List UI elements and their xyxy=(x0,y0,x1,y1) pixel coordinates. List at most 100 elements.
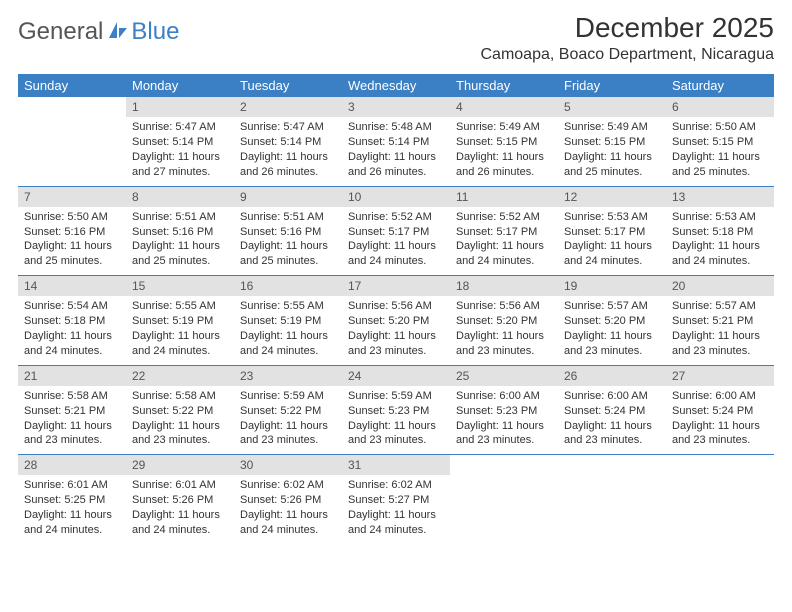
day-number: 22 xyxy=(126,366,234,386)
sunset-line: Sunset: 5:22 PM xyxy=(240,404,336,419)
daylight-line: Daylight: 11 hours and 25 minutes. xyxy=(240,239,336,269)
day-number: 3 xyxy=(342,97,450,117)
sunset-line: Sunset: 5:26 PM xyxy=(240,493,336,508)
sunset-line: Sunset: 5:22 PM xyxy=(132,404,228,419)
daylight-line: Daylight: 11 hours and 23 minutes. xyxy=(240,419,336,449)
calendar-cell: 27 Sunrise: 6:00 AMSunset: 5:24 PMDayligh… xyxy=(666,365,774,455)
sunset-line: Sunset: 5:24 PM xyxy=(564,404,660,419)
day-number: 17 xyxy=(342,276,450,296)
day-number: 8 xyxy=(126,187,234,207)
day-number: 30 xyxy=(234,455,342,475)
day-number: 14 xyxy=(18,276,126,296)
logo-text-blue: Blue xyxy=(131,18,179,46)
daylight-line: Daylight: 11 hours and 23 minutes. xyxy=(564,419,660,449)
sunrise-line: Sunrise: 5:59 AM xyxy=(240,389,336,404)
daylight-line: Daylight: 11 hours and 24 minutes. xyxy=(672,239,768,269)
calendar-cell: 31 Sunrise: 6:02 AMSunset: 5:27 PMDayligh… xyxy=(342,455,450,544)
calendar-cell xyxy=(558,455,666,544)
calendar-cell: 4Sunrise: 5:49 AMSunset: 5:15 PMDaylight… xyxy=(450,97,558,186)
logo-text-general: General xyxy=(18,18,103,46)
calendar-cell: 8Sunrise: 5:51 AMSunset: 5:16 PMDaylight… xyxy=(126,186,234,276)
sunrise-line: Sunrise: 5:49 AM xyxy=(564,120,660,135)
day-header: Wednesday xyxy=(342,74,450,97)
calendar-row: 21Sunrise: 5:58 AMSunset: 5:21 PMDayligh… xyxy=(18,365,774,455)
day-number: 13 xyxy=(666,187,774,207)
sunset-line: Sunset: 5:15 PM xyxy=(672,135,768,150)
daylight-line: Daylight: 11 hours and 24 minutes. xyxy=(24,329,120,359)
sunrise-line: Sunrise: 5:56 AM xyxy=(456,299,552,314)
daylight-line: Daylight: 11 hours and 25 minutes. xyxy=(564,150,660,180)
calendar-row: 28Sunrise: 6:01 AMSunset: 5:25 PMDayligh… xyxy=(18,455,774,544)
sunrise-line: Sunrise: 5:57 AM xyxy=(564,299,660,314)
sunset-line: Sunset: 5:16 PM xyxy=(240,225,336,240)
month-title: December 2025 xyxy=(481,12,775,44)
day-number: 25 xyxy=(450,366,558,386)
sunset-line: Sunset: 5:19 PM xyxy=(240,314,336,329)
calendar-body: 1Sunrise: 5:47 AMSunset: 5:14 PMDaylight… xyxy=(18,97,774,544)
day-number: 29 xyxy=(126,455,234,475)
sunset-line: Sunset: 5:23 PM xyxy=(348,404,444,419)
sunrise-line: Sunrise: 5:50 AM xyxy=(24,210,120,225)
sunrise-line: Sunrise: 6:00 AM xyxy=(564,389,660,404)
daylight-line: Daylight: 11 hours and 24 minutes. xyxy=(240,329,336,359)
sunset-line: Sunset: 5:27 PM xyxy=(348,493,444,508)
sunrise-line: Sunrise: 5:55 AM xyxy=(132,299,228,314)
calendar-cell: 15Sunrise: 5:55 AMSunset: 5:19 PMDayligh… xyxy=(126,276,234,366)
calendar-cell: 1Sunrise: 5:47 AMSunset: 5:14 PMDaylight… xyxy=(126,97,234,186)
day-number: 18 xyxy=(450,276,558,296)
day-number: 10 xyxy=(342,187,450,207)
daylight-line: Daylight: 11 hours and 27 minutes. xyxy=(132,150,228,180)
day-number: 5 xyxy=(558,97,666,117)
calendar-cell: 23Sunrise: 5:59 AMSunset: 5:22 PMDayligh… xyxy=(234,365,342,455)
calendar-cell: 28Sunrise: 6:01 AMSunset: 5:25 PMDayligh… xyxy=(18,455,126,544)
title-block: December 2025 Camoapa, Boaco Department,… xyxy=(481,12,775,64)
daylight-line: Daylight: 11 hours and 24 minutes. xyxy=(348,508,444,538)
sunset-line: Sunset: 5:25 PM xyxy=(24,493,120,508)
sunset-line: Sunset: 5:15 PM xyxy=(564,135,660,150)
calendar-cell: 25Sunrise: 6:00 AMSunset: 5:23 PMDayligh… xyxy=(450,365,558,455)
daylight-line: Daylight: 11 hours and 23 minutes. xyxy=(24,419,120,449)
daylight-line: Daylight: 11 hours and 26 minutes. xyxy=(456,150,552,180)
sunset-line: Sunset: 5:17 PM xyxy=(564,225,660,240)
calendar-cell: 29Sunrise: 6:01 AMSunset: 5:26 PMDayligh… xyxy=(126,455,234,544)
calendar-cell: 10Sunrise: 5:52 AMSunset: 5:17 PMDayligh… xyxy=(342,186,450,276)
sunrise-line: Sunrise: 5:55 AM xyxy=(240,299,336,314)
daylight-line: Daylight: 11 hours and 23 minutes. xyxy=(132,419,228,449)
daylight-line: Daylight: 11 hours and 25 minutes. xyxy=(132,239,228,269)
calendar-cell: 20Sunrise: 5:57 AMSunset: 5:21 PMDayligh… xyxy=(666,276,774,366)
day-number: 26 xyxy=(558,366,666,386)
sunrise-line: Sunrise: 5:47 AM xyxy=(132,120,228,135)
logo: General Blue xyxy=(18,18,179,46)
daylight-line: Daylight: 11 hours and 25 minutes. xyxy=(24,239,120,269)
daylight-line: Daylight: 11 hours and 23 minutes. xyxy=(672,329,768,359)
sunrise-line: Sunrise: 6:00 AM xyxy=(672,389,768,404)
sunrise-line: Sunrise: 5:56 AM xyxy=(348,299,444,314)
daylight-line: Daylight: 11 hours and 23 minutes. xyxy=(672,419,768,449)
day-number: 27 xyxy=(666,366,774,386)
day-number: 7 xyxy=(18,187,126,207)
sunrise-line: Sunrise: 5:53 AM xyxy=(672,210,768,225)
daylight-line: Daylight: 11 hours and 24 minutes. xyxy=(564,239,660,269)
sunrise-line: Sunrise: 6:02 AM xyxy=(348,478,444,493)
day-header: Sunday xyxy=(18,74,126,97)
calendar-cell xyxy=(18,97,126,186)
calendar-cell xyxy=(450,455,558,544)
daylight-line: Daylight: 11 hours and 24 minutes. xyxy=(348,239,444,269)
sunset-line: Sunset: 5:24 PM xyxy=(672,404,768,419)
sunrise-line: Sunrise: 5:59 AM xyxy=(348,389,444,404)
calendar-cell: 11Sunrise: 5:52 AMSunset: 5:17 PMDayligh… xyxy=(450,186,558,276)
sunrise-line: Sunrise: 6:01 AM xyxy=(24,478,120,493)
day-number: 4 xyxy=(450,97,558,117)
day-number: 16 xyxy=(234,276,342,296)
sunset-line: Sunset: 5:17 PM xyxy=(456,225,552,240)
daylight-line: Daylight: 11 hours and 24 minutes. xyxy=(456,239,552,269)
sunrise-line: Sunrise: 5:54 AM xyxy=(24,299,120,314)
calendar-cell: 30Sunrise: 6:02 AMSunset: 5:26 PMDayligh… xyxy=(234,455,342,544)
day-number: 9 xyxy=(234,187,342,207)
sunset-line: Sunset: 5:21 PM xyxy=(24,404,120,419)
sunrise-line: Sunrise: 5:58 AM xyxy=(24,389,120,404)
day-number: 31 xyxy=(342,455,450,475)
header: General Blue December 2025 Camoapa, Boac… xyxy=(18,12,774,64)
daylight-line: Daylight: 11 hours and 25 minutes. xyxy=(672,150,768,180)
day-header: Friday xyxy=(558,74,666,97)
